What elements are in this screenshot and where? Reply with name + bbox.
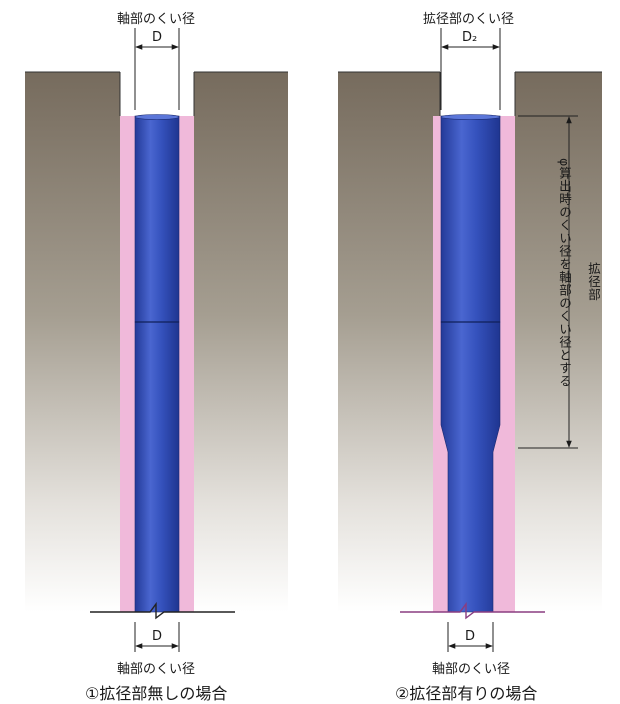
left-ground-right [194,72,288,612]
right-bottom-dim-label: D [465,629,476,644]
left-panel [25,28,288,652]
right-pile-upper [440,115,501,323]
left-pile-upper [134,115,180,323]
right-top-dim-label: D₂ [462,30,478,45]
right-side-label-phi: φ算出時のくい径を軸部のくい径とする [557,158,572,388]
left-caption: ①拡径部無しの場合 [85,684,228,703]
right-break-mark [400,601,545,620]
right-ground-left [338,72,440,612]
right-caption: ②拡径部有りの場合 [395,684,538,703]
right-panel [338,28,602,652]
right-top-label: 拡径部のくい径 [423,12,515,27]
left-bottom-label: 軸部のくい径 [117,662,196,677]
right-pile-lower [440,321,501,613]
right-bottom-label: 軸部のくい径 [432,662,511,677]
left-pile-lower [134,321,180,613]
left-ground-left [25,72,120,612]
right-ground-right [515,72,602,612]
left-top-dim-label: D [152,30,163,45]
left-bottom-dim-label: D [152,629,163,644]
right-side-label-expanded: 拡径部 [586,262,601,301]
left-top-label: 軸部のくい径 [117,12,196,27]
left-break-mark [90,601,235,620]
